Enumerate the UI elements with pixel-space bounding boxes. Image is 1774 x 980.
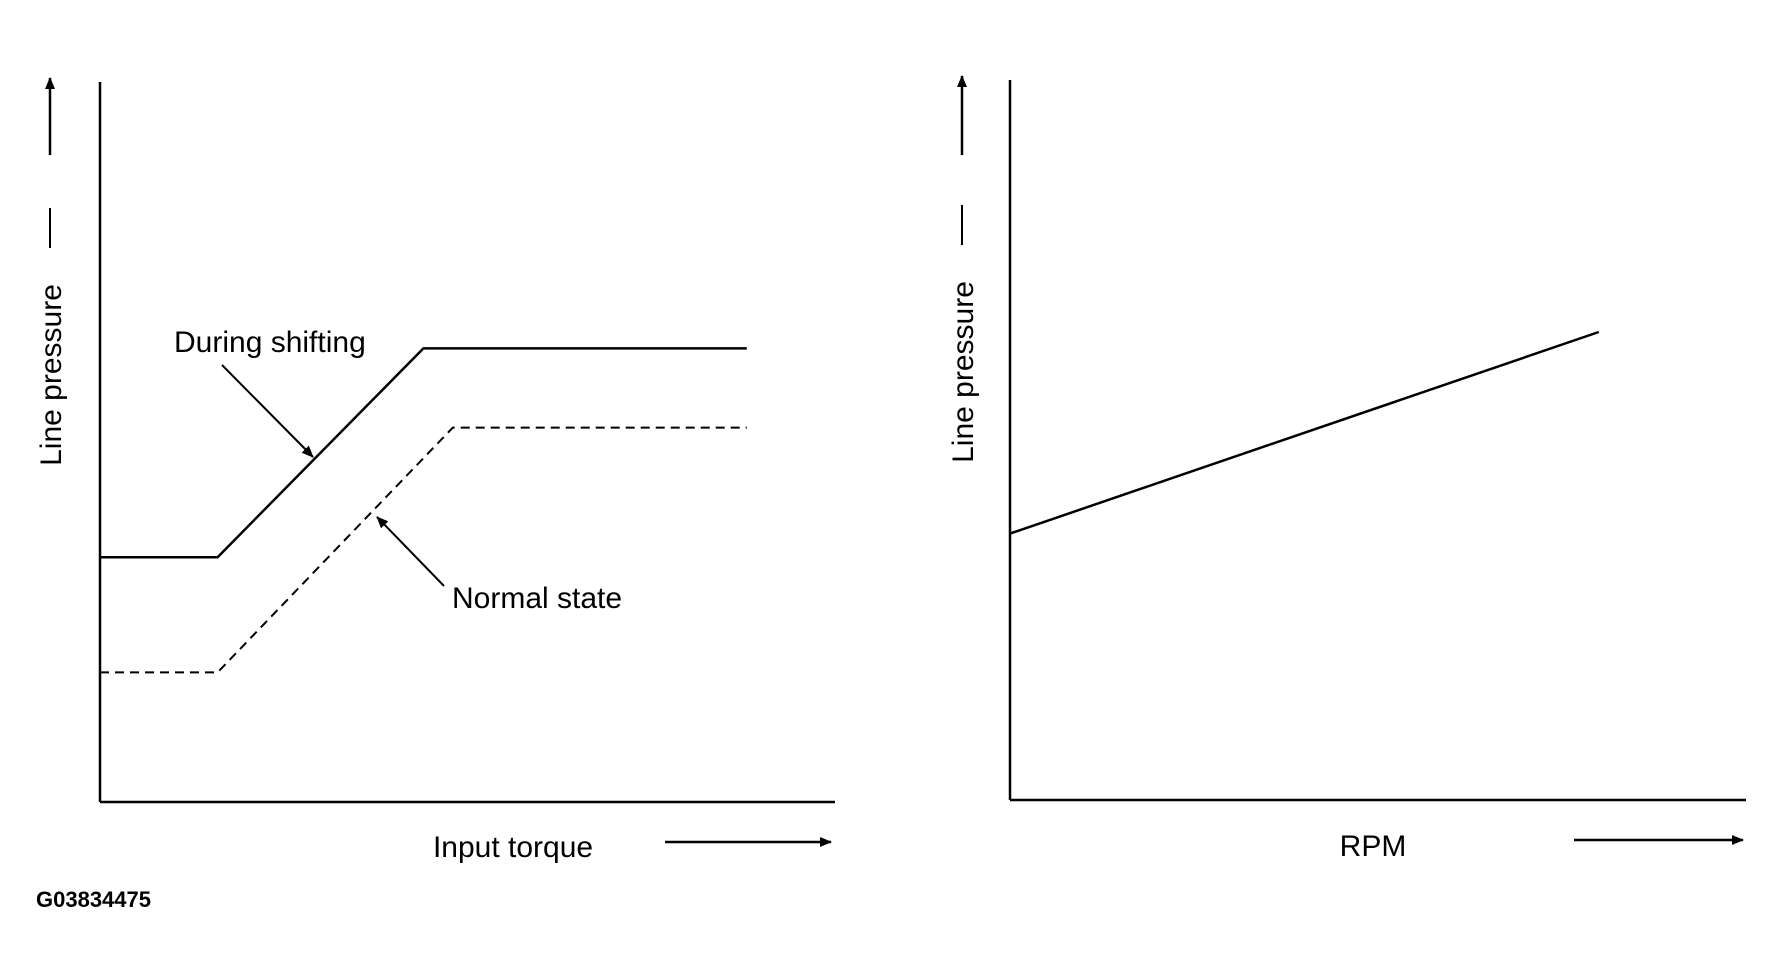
chart-input-torque: Line pressure Input torque During shifti… — [35, 77, 835, 864]
figure-code: G03834475 — [36, 887, 151, 912]
annotation-arrow-normal-state — [376, 516, 445, 587]
annotation-normal-state: Normal state — [452, 582, 622, 615]
chart-rpm: Line pressure RPM — [947, 75, 1746, 863]
annotation-arrow-during-shifting — [221, 364, 314, 458]
x-axis-label: RPM — [1340, 830, 1407, 863]
y-axis-label: Line pressure — [947, 281, 980, 463]
annotation-during-shifting: During shifting — [174, 326, 366, 359]
series-line-during-shifting — [100, 347, 747, 559]
x-axis-label: Input torque — [433, 831, 593, 864]
series-line-normal-state — [100, 426, 747, 674]
series-line-rpm — [1009, 330, 1600, 535]
y-axis-label: Line pressure — [35, 284, 68, 466]
